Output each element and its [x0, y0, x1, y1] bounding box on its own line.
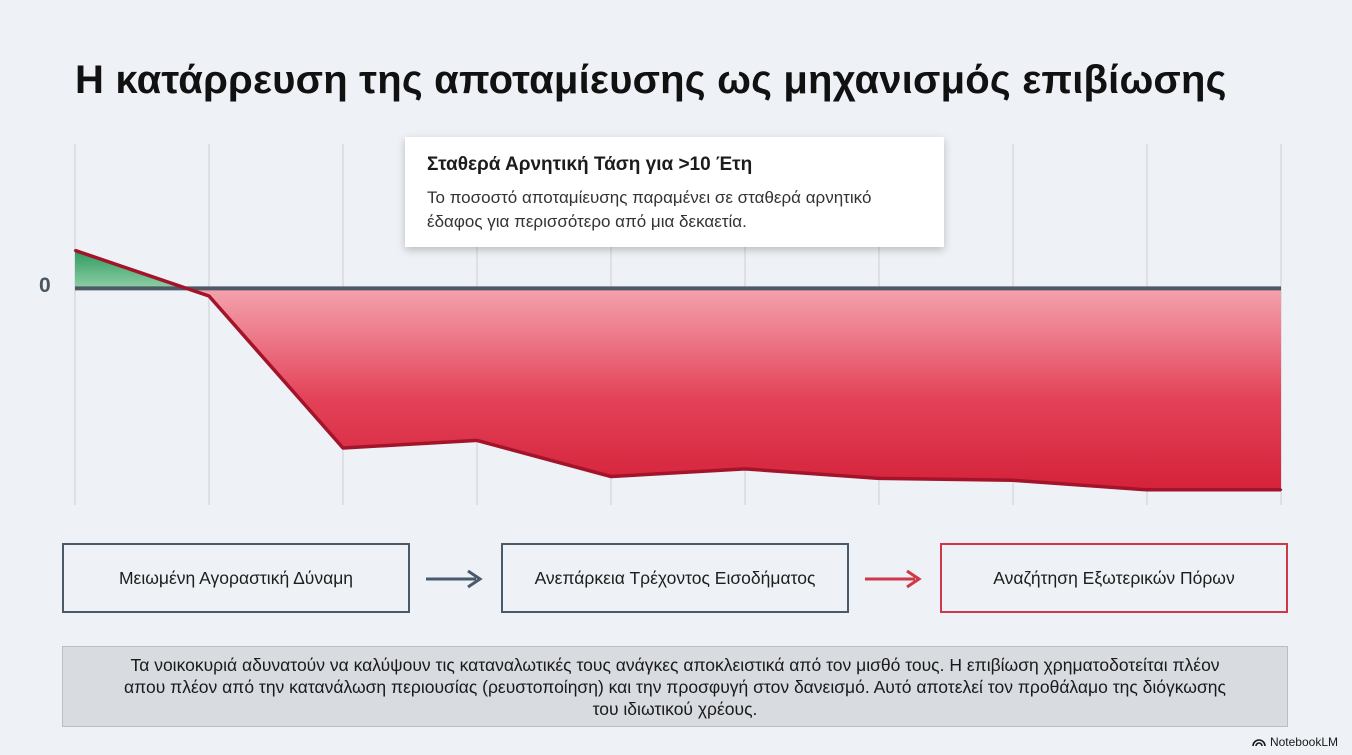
- data-point: [1145, 488, 1149, 491]
- callout-text: Το ποσοστό αποταμίευσης παραμένει σε στα…: [427, 188, 872, 231]
- data-point: [743, 467, 747, 471]
- data-point: [877, 477, 881, 480]
- data-point: [1279, 488, 1283, 491]
- zero-tick-label: 0: [39, 274, 51, 297]
- flow-step-insufficient-income: Ανεπάρκεια Τρέχοντος Εισοδήματος: [501, 543, 849, 613]
- data-point: [207, 294, 211, 298]
- data-point: [1011, 479, 1015, 482]
- savings-rate-chart: [73, 144, 1283, 505]
- data-point: [475, 439, 479, 442]
- summary-note: Τα νοικοκυριά αδυνατούν να καλύψουν τις …: [62, 646, 1288, 727]
- brand-mark: NotebookLM: [1252, 735, 1338, 749]
- brand-text: NotebookLM: [1269, 735, 1338, 749]
- callout-title: Σταθερά Αρνητική Τάση για >10 Έτη: [427, 154, 753, 175]
- arrow-right-icon: [426, 569, 483, 589]
- flow-step-label: Αναζήτηση Εξωτερικών Πόρων: [993, 567, 1235, 588]
- arrow-right-icon: [865, 569, 922, 589]
- flow-step-reduced-purchasing-power: Μειωμένη Αγοραστική Δύναμη: [62, 543, 410, 613]
- summary-note-text: Τα νοικοκυριά αδυνατούν να καλύψουν τις …: [124, 654, 1226, 719]
- data-point: [341, 446, 345, 450]
- flow-step-external-resources: Αναζήτηση Εξωτερικών Πόρων: [940, 543, 1288, 613]
- notebooklm-logo-icon: [1252, 739, 1266, 747]
- flow-step-label: Μειωμένη Αγοραστική Δύναμη: [118, 567, 354, 588]
- page-title: Η κατάρρευση της αποταμίευσης ως μηχανισ…: [75, 58, 1227, 102]
- flow-step-label: Ανεπάρκεια Τρέχοντος Εισοδήματος: [534, 567, 816, 588]
- negative-area: [186, 288, 1282, 490]
- data-point: [73, 249, 77, 252]
- trend-callout: Σταθερά Αρνητική Τάση για >10 Έτη Το ποσ…: [405, 137, 944, 247]
- savings-rate-line: [74, 248, 1281, 492]
- data-point: [609, 475, 613, 478]
